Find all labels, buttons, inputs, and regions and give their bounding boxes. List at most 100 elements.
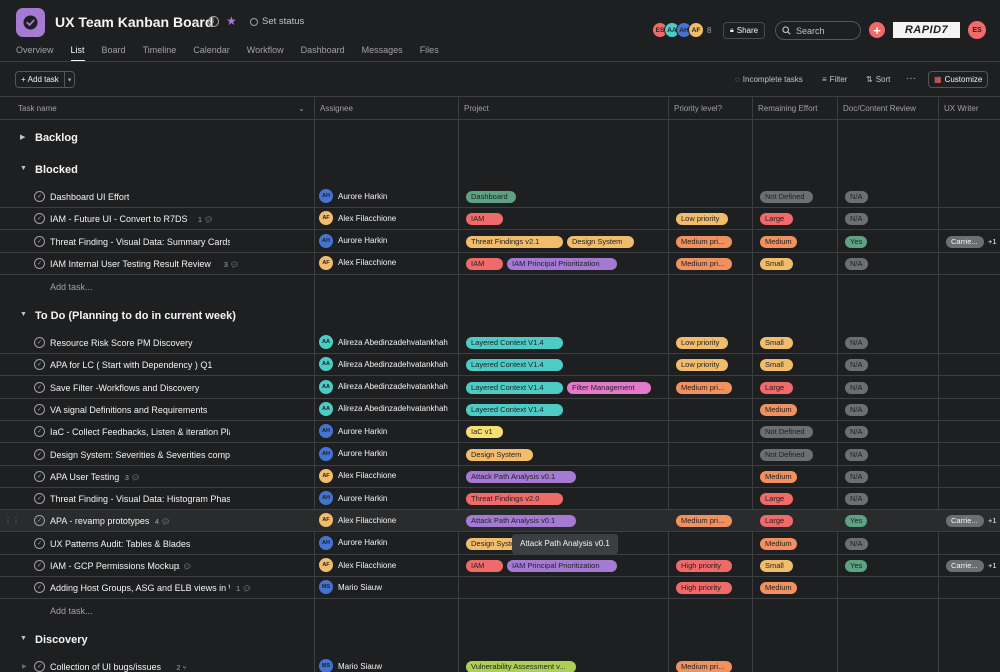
tab-dashboard[interactable]: Dashboard	[300, 45, 345, 55]
section-title[interactable]: Blocked	[35, 164, 78, 176]
project-tag[interactable]: IAM	[466, 213, 503, 226]
search-input[interactable]	[796, 25, 856, 36]
table-row[interactable]: ✓ Threat Finding - Visual Data: Histogram…	[0, 488, 1000, 511]
comment-count[interactable]: 3 💬︎	[224, 260, 239, 269]
project-tag[interactable]: IaC v1	[466, 426, 503, 439]
review-tag[interactable]: Yes	[845, 515, 868, 528]
member-count[interactable]: 8	[707, 26, 712, 35]
project-tag[interactable]: IAM Principal Prioritization	[507, 560, 617, 572]
caret-down-icon[interactable]: ▼	[20, 635, 27, 642]
effort-tag[interactable]: Large	[760, 515, 793, 528]
add-task-link[interactable]: Add task...	[50, 606, 93, 616]
complete-checkbox[interactable]: ✓	[34, 493, 45, 505]
complete-checkbox[interactable]: ✓	[34, 381, 45, 393]
review-tag[interactable]: N/A	[845, 470, 868, 483]
project-tag[interactable]: IAM	[466, 257, 503, 270]
tab-list[interactable]: List	[70, 44, 85, 62]
task-name[interactable]: Collection of UI bugs/issues	[50, 662, 162, 672]
effort-tag[interactable]: Medium	[760, 537, 797, 550]
complete-checkbox[interactable]: ✓	[34, 560, 45, 571]
tab-overview[interactable]: Overview	[16, 45, 54, 55]
table-row[interactable]: ✓ IAM Internal User Testing Result Review…	[0, 253, 1000, 275]
table-row[interactable]: ✓ UX Patterns Audit: Tables & Blades AH Aur…	[0, 533, 1000, 555]
set-status-button[interactable]: Set status	[250, 16, 304, 27]
effort-tag[interactable]: Large	[760, 493, 793, 506]
project-tag[interactable]: Layered Context V1.4	[466, 337, 563, 349]
table-row[interactable]: ✓ IAM - Future UI - Convert to R7DS 1 💬︎ AF…	[0, 208, 1000, 231]
complete-checkbox[interactable]: ✓	[34, 426, 45, 438]
comment-count[interactable]: 2 ⑂	[176, 663, 186, 672]
comment-count[interactable]: 1 💬︎	[236, 584, 251, 593]
more-options-icon[interactable]: ···	[906, 73, 916, 84]
assignee-cell[interactable]: AH Aurore Harkin	[319, 424, 387, 439]
complete-checkbox[interactable]: ✓	[34, 582, 45, 594]
section-title[interactable]: Discovery	[35, 634, 88, 646]
project-tag[interactable]: Vulnerability Assessment v...	[466, 661, 576, 672]
project-tag[interactable]: Design System	[466, 448, 533, 461]
project-tag[interactable]: Filter Management	[567, 381, 651, 394]
column-project[interactable]: Project	[464, 104, 489, 113]
column-remaining-effort[interactable]: Remaining Effort	[758, 104, 818, 113]
complete-checkbox[interactable]: ✓	[34, 515, 45, 527]
column-assignee[interactable]: Assignee	[320, 104, 353, 113]
task-name[interactable]: IAM - GCP Permissions Mockup	[50, 561, 179, 571]
assignee-cell[interactable]: AF Alex Filacchione	[319, 255, 396, 270]
task-name[interactable]: Design System: Severities & Severities c…	[50, 449, 230, 460]
drag-handle-icon[interactable]: ⋮⋮	[4, 516, 20, 526]
table-row[interactable]: ✓ Resource Risk Score PM Discovery AA Alire…	[0, 332, 1000, 354]
task-name[interactable]: VA signal Definitions and Requirements	[50, 404, 208, 415]
task-name[interactable]: Resource Risk Score PM Discovery	[50, 338, 193, 348]
table-row[interactable]: ✓ APA User Testing 3 💬︎ AF Alex Filacchione A…	[0, 466, 1000, 488]
column-priority[interactable]: Priority level?	[674, 104, 723, 113]
task-name[interactable]: IaC - Collect Feedbacks, Listen & iterat…	[50, 427, 230, 438]
assignee-cell[interactable]: AF Alex Filacchione	[319, 211, 396, 226]
section-title[interactable]: Backlog	[35, 132, 78, 144]
review-tag[interactable]: Yes	[845, 560, 868, 572]
complete-checkbox[interactable]: ✓	[34, 191, 45, 202]
review-tag[interactable]: N/A	[845, 337, 868, 349]
assignee-cell[interactable]: AA Alireza Abedinzadehvatankhah	[319, 401, 448, 416]
review-tag[interactable]: N/A	[845, 537, 868, 550]
tab-messages[interactable]: Messages	[361, 45, 403, 55]
column-ux-writer[interactable]: UX Writer	[944, 104, 979, 113]
create-button[interactable]: +	[869, 22, 885, 38]
table-row[interactable]: ✓ IAM - GCP Permissions Mockup 1 💬︎ AF Alex …	[0, 555, 1000, 577]
task-name[interactable]: IAM Internal User Testing Result Review	[50, 258, 211, 269]
comment-count[interactable]: 4 💬︎	[155, 517, 170, 526]
priority-tag[interactable]: Medium pri...	[676, 661, 732, 672]
project-tag[interactable]: Design System	[567, 235, 634, 248]
table-row[interactable]: ✓ Save Filter -Workflows and Discovery AA A…	[0, 377, 1000, 399]
customize-button[interactable]: ▦ Customize	[928, 71, 989, 88]
section-title[interactable]: To Do (Planning to do in current week)	[35, 310, 236, 322]
project-tag[interactable]: Threat Findings v2.1	[466, 235, 563, 248]
effort-tag[interactable]: Not Defined	[760, 191, 813, 203]
user-avatar[interactable]: ES	[968, 21, 986, 39]
complete-checkbox[interactable]: ✓	[34, 213, 45, 225]
priority-tag[interactable]: Low priority	[676, 359, 728, 372]
effort-tag[interactable]: Not Defined	[760, 448, 813, 461]
assignee-cell[interactable]: AH Aurore Harkin	[319, 233, 387, 248]
tab-timeline[interactable]: Timeline	[142, 45, 177, 55]
ux-writer-tag[interactable]: Carrie...	[946, 235, 984, 248]
effort-tag[interactable]: Small	[760, 359, 793, 372]
project-icon[interactable]	[16, 8, 45, 37]
table-row[interactable]: ✓ Dashboard UI Effort AH Aurore Harkin Dashb…	[0, 186, 1000, 208]
star-icon[interactable]: ★	[226, 14, 237, 28]
task-name[interactable]: Save Filter -Workflows and Discovery	[50, 382, 200, 393]
priority-tag[interactable]: Low priority	[676, 213, 728, 226]
add-task-link[interactable]: Add task...	[50, 282, 93, 292]
assignee-cell[interactable]: AH Aurore Harkin	[319, 446, 387, 461]
priority-tag[interactable]: High priority	[676, 582, 732, 595]
effort-tag[interactable]: Small	[760, 560, 793, 572]
complete-checkbox[interactable]: ✓	[34, 359, 45, 371]
priority-tag[interactable]: High priority	[676, 560, 732, 572]
search-bar[interactable]	[775, 21, 861, 40]
section-header[interactable]: ▶ Backlog	[0, 124, 1000, 152]
project-tag[interactable]: Attack Path Analysis v0.1	[466, 470, 576, 483]
column-doc-review[interactable]: Doc/Content Review	[843, 104, 916, 113]
effort-tag[interactable]: Medium	[760, 235, 797, 248]
effort-tag[interactable]: Medium	[760, 470, 797, 483]
project-tag[interactable]: Layered Context V1.4	[466, 381, 563, 394]
priority-tag[interactable]: Medium pri...	[676, 235, 732, 248]
priority-tag[interactable]: Medium pri...	[676, 257, 732, 270]
